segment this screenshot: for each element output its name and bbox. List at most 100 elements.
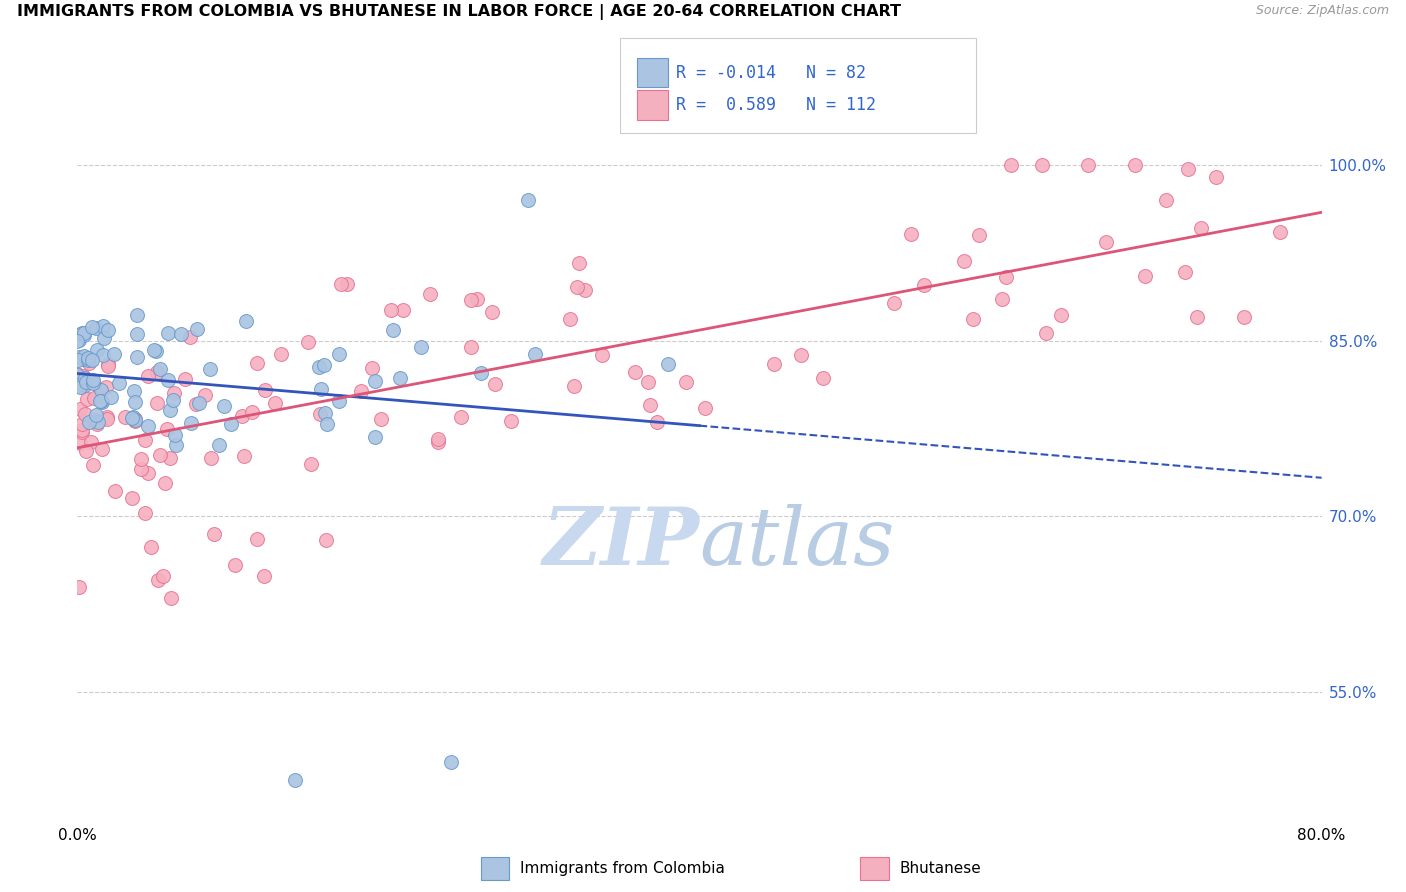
Point: [67, 334, 90, 348]
Point: [162, 393, 184, 408]
Point: [460, 340, 482, 354]
Point: [991, 292, 1014, 306]
Point: [66, 334, 89, 348]
Point: [70, 326, 93, 340]
Point: [264, 396, 287, 410]
Point: [695, 401, 717, 415]
Point: [363, 430, 385, 444]
Point: [242, 405, 264, 419]
Text: atlas: atlas: [700, 504, 894, 582]
Point: [900, 227, 922, 241]
Point: [121, 491, 143, 505]
Point: [790, 348, 813, 362]
Point: [91, 395, 114, 409]
Point: [70, 425, 93, 439]
Point: [392, 303, 415, 318]
Point: [246, 356, 269, 370]
Point: [82, 352, 104, 367]
Point: [231, 409, 253, 424]
Point: [361, 360, 384, 375]
Point: [73, 349, 96, 363]
Point: [127, 350, 149, 364]
Point: [574, 283, 596, 297]
Point: [82, 373, 104, 387]
Point: [299, 457, 322, 471]
Point: [146, 573, 169, 587]
Point: [134, 433, 156, 447]
Point: [73, 377, 96, 392]
Point: [637, 376, 659, 390]
Point: [157, 326, 180, 340]
Point: [72, 369, 94, 384]
Point: [136, 466, 159, 480]
Point: [159, 450, 181, 465]
Point: [131, 452, 153, 467]
Point: [1189, 221, 1212, 235]
Point: [75, 443, 97, 458]
Point: [70, 417, 93, 431]
Point: [994, 269, 1017, 284]
Point: [66, 353, 89, 368]
Point: [763, 357, 786, 371]
Text: R = -0.014   N = 82: R = -0.014 N = 82: [676, 63, 866, 81]
Point: [270, 347, 292, 361]
Point: [93, 331, 115, 345]
Point: [173, 372, 195, 386]
Point: [219, 417, 242, 432]
Point: [1077, 158, 1099, 172]
Point: [967, 227, 990, 242]
Point: [69, 380, 91, 394]
Point: [953, 253, 976, 268]
Point: [67, 350, 90, 364]
Point: [145, 396, 167, 410]
Point: [89, 384, 111, 398]
Point: [122, 384, 145, 399]
Point: [80, 319, 103, 334]
Point: [77, 415, 100, 429]
Point: [127, 308, 149, 322]
Point: [159, 591, 181, 606]
Point: [224, 558, 246, 573]
Text: Immigrants from Colombia: Immigrants from Colombia: [520, 862, 725, 876]
Point: [1133, 269, 1156, 284]
Point: [568, 256, 591, 270]
Point: [90, 383, 112, 397]
Point: [517, 194, 540, 208]
Point: [350, 384, 373, 399]
Point: [103, 347, 125, 361]
Point: [1094, 235, 1116, 250]
Point: [253, 568, 276, 582]
Point: [623, 365, 645, 379]
Point: [73, 326, 96, 341]
Point: [329, 277, 352, 291]
Point: [1031, 158, 1053, 172]
Point: [645, 415, 668, 429]
Point: [136, 418, 159, 433]
Point: [883, 295, 905, 310]
Point: [108, 376, 131, 390]
Point: [83, 413, 105, 427]
Point: [124, 412, 146, 426]
Point: [67, 581, 90, 595]
Point: [149, 361, 172, 376]
Point: [70, 326, 93, 341]
Point: [328, 346, 350, 360]
Point: [73, 371, 96, 385]
Point: [165, 438, 187, 452]
Point: [80, 435, 103, 450]
Point: [129, 462, 152, 476]
Point: [811, 371, 834, 385]
Point: [180, 417, 202, 431]
Point: [91, 348, 114, 362]
Point: [136, 369, 159, 384]
Point: [76, 392, 98, 406]
Point: [170, 326, 193, 341]
Point: [198, 362, 221, 376]
Point: [67, 377, 90, 392]
Point: [165, 428, 187, 442]
Point: [426, 434, 449, 449]
Point: [440, 755, 463, 769]
Point: [143, 343, 166, 357]
Text: Source: ZipAtlas.com: Source: ZipAtlas.com: [1256, 4, 1389, 18]
Point: [149, 448, 172, 462]
